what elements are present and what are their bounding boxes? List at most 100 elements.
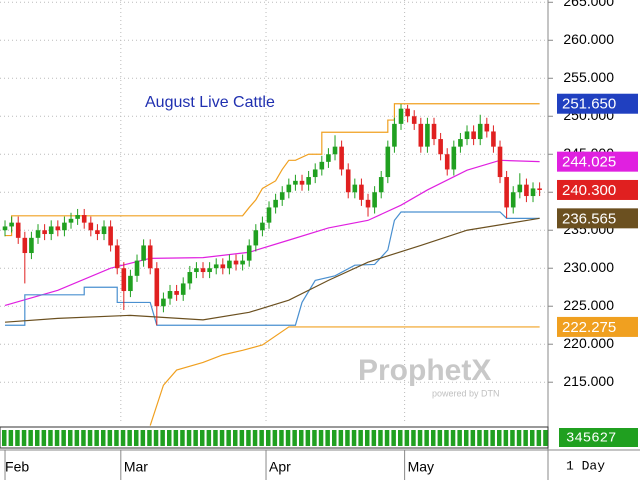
candle-body [306, 177, 311, 185]
candle-body [411, 116, 417, 124]
candle-body [253, 230, 259, 246]
candle-body [88, 222, 94, 231]
y-tick-label: 225.000 [563, 297, 614, 313]
volume-bar [503, 430, 509, 446]
volume-bar [127, 430, 132, 446]
candle-body [530, 188, 536, 197]
candle-body [55, 226, 61, 231]
volume-bar [120, 430, 126, 446]
candle-body [22, 237, 28, 254]
candle-body [484, 123, 490, 132]
volume-bar [114, 430, 119, 446]
candle-body [95, 230, 100, 235]
price-tag [557, 208, 638, 229]
candle-body [398, 108, 404, 124]
x-tick-label: Feb [5, 459, 29, 475]
volume-bar [292, 430, 297, 446]
x-tick-label: Apr [269, 459, 291, 475]
volume-bar [48, 430, 53, 446]
candle-body [233, 260, 239, 265]
volume-bar [246, 430, 251, 446]
volume-bar [147, 430, 152, 446]
candle-body [220, 264, 226, 269]
candle-body [405, 108, 410, 117]
candle-body [167, 291, 173, 299]
volume-bar [252, 430, 258, 446]
candle-body [372, 192, 377, 208]
candle-body [464, 131, 470, 140]
volume-bar [140, 430, 146, 446]
price-tag-label: 251.650 [562, 96, 616, 113]
candle-body [477, 123, 483, 140]
volume-bar [28, 430, 33, 446]
y-tick-label: 220.000 [563, 335, 614, 351]
volume-bar [404, 430, 410, 446]
candle-body [365, 199, 371, 208]
candle-body [42, 230, 47, 235]
volume-bar [477, 430, 482, 446]
volume-bar [266, 430, 271, 446]
candle-body [141, 245, 146, 261]
volume-bar [351, 430, 357, 446]
volume-bar [464, 430, 469, 446]
candle-body [227, 260, 232, 269]
volume-bar [523, 430, 528, 446]
candle-body [352, 184, 358, 193]
candle-body [438, 139, 443, 155]
candle-body [339, 146, 344, 170]
volume-bar [233, 430, 238, 446]
volume-bar [259, 430, 264, 446]
volume-bar [272, 430, 278, 446]
candle-body [48, 226, 54, 235]
x-tick-label: May [408, 459, 434, 475]
price-tag-label: 222.275 [562, 319, 616, 336]
volume-bar [490, 430, 495, 446]
candle-body [161, 298, 166, 307]
volume-bar [35, 430, 40, 446]
candle-body [62, 222, 67, 231]
plot [2, 103, 542, 426]
volume-bar [325, 430, 330, 446]
volume-bar [497, 430, 502, 446]
candle-body [134, 260, 140, 276]
volume-bar [186, 430, 192, 446]
volume-bar [543, 430, 548, 446]
volume-bar [384, 430, 390, 446]
volume-bar [378, 430, 383, 446]
volume-bar [424, 430, 429, 446]
candle-body [128, 275, 133, 292]
volume-bar [134, 430, 139, 446]
candle-body [319, 161, 325, 170]
volume-bar [312, 430, 317, 446]
volume-bar [61, 430, 66, 446]
volume-bar [68, 430, 73, 446]
candle-body [524, 184, 529, 197]
candle-body [213, 264, 219, 269]
indicator-line [5, 103, 540, 237]
volume-bar [332, 430, 337, 446]
volume-bar [516, 430, 522, 446]
volume-bar [239, 430, 245, 446]
candle-body [510, 192, 516, 208]
watermark: ProphetX powered by DTN [358, 354, 500, 398]
candle-body [392, 123, 397, 147]
candle-body [444, 154, 450, 170]
volume-bar [365, 430, 370, 446]
candle-body [385, 146, 391, 178]
volume-bar [483, 430, 489, 446]
volume-bar [153, 430, 159, 446]
candle-body [121, 268, 127, 292]
volume-bar [200, 430, 205, 446]
x-tick-label: Mar [124, 459, 148, 475]
candle-body [299, 180, 305, 185]
chart-title: August Live Cattle [145, 94, 275, 111]
volume-bar [107, 430, 113, 446]
candle-body [471, 131, 476, 140]
volume-bar [15, 430, 20, 446]
interval-label: 1 Day [566, 458, 605, 473]
candle-body [458, 139, 463, 147]
watermark-sub: powered by DTN [432, 388, 500, 398]
volume-bar [437, 430, 443, 446]
